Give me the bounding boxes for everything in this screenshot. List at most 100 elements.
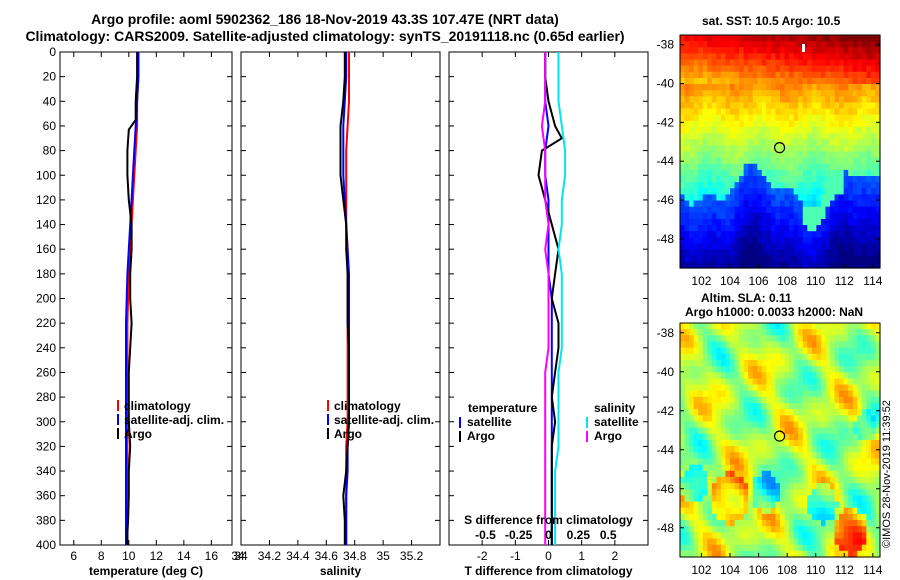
- sst-map-cell: [789, 249, 795, 257]
- sla-map-cell: [820, 421, 827, 429]
- sst-map-cell: [802, 133, 808, 140]
- sla-map-cell: [725, 452, 731, 460]
- sla-map-cell: [784, 452, 790, 460]
- sla-map-cell: [775, 464, 781, 472]
- sla-map-cell: [684, 446, 690, 453]
- sst-map-cell: [861, 200, 867, 208]
- sst-map-cell: [680, 145, 686, 153]
- sla-map-cell: [861, 513, 867, 521]
- sla-map-cell: [811, 550, 817, 558]
- sst-map-cell: [680, 231, 686, 238]
- sla-map-cell: [720, 359, 727, 367]
- sla-map-cell: [848, 495, 854, 503]
- sst-map-cell: [684, 237, 690, 245]
- sla-map-cell: [789, 464, 795, 472]
- sla-map-cell: [734, 353, 740, 361]
- sla-map-cell: [680, 421, 686, 429]
- sst-map-cell: [775, 212, 781, 220]
- sla-map-cell: [702, 384, 708, 392]
- difference-legend-label: Argo: [467, 429, 495, 443]
- sst-map-cell: [711, 53, 717, 61]
- sla-map-cell: [870, 341, 877, 349]
- sla-map-cell: [802, 335, 808, 343]
- sst-map-cell: [784, 71, 790, 79]
- sst-map-cell: [761, 71, 767, 79]
- sst-map-cell: [839, 194, 845, 202]
- sst-map-cell: [866, 261, 872, 269]
- sst-map-cell: [802, 225, 808, 232]
- sst-map-cell: [875, 218, 881, 226]
- sst-map-cell: [680, 114, 686, 122]
- sla-map-cell: [684, 440, 690, 447]
- sst-map-cell: [739, 188, 745, 196]
- sst-map-cell: [798, 77, 804, 85]
- sst-map-cell: [870, 139, 877, 146]
- sst-map-cell: [839, 96, 845, 104]
- sla-map-cell: [720, 329, 727, 336]
- sla-map-cell: [875, 427, 881, 435]
- sst-map-cell: [716, 255, 722, 263]
- sst-map-cell: [848, 176, 854, 183]
- sla-map-cell: [720, 446, 727, 453]
- sla-map-cell: [816, 415, 822, 423]
- sla-map-cell: [807, 464, 813, 472]
- sst-map-cell: [720, 41, 727, 48]
- sla-map-cell: [834, 366, 840, 373]
- sst-map-cell: [730, 255, 736, 263]
- sst-map-cell: [798, 41, 804, 48]
- sst-map-cell: [770, 163, 777, 171]
- sla-map-cell: [875, 335, 881, 343]
- sst-map-cell: [784, 188, 790, 196]
- sla-map-cell: [684, 427, 690, 435]
- sla-map-cell: [834, 464, 840, 472]
- sla-map-cell: [784, 421, 790, 429]
- sla-map-cell: [784, 483, 790, 490]
- sst-map-cell: [716, 218, 722, 226]
- sst-map-cell: [870, 102, 877, 110]
- sst-map-cell: [702, 114, 708, 122]
- sla-map-cell: [739, 421, 745, 429]
- sst-map-cell: [852, 261, 858, 269]
- sst-map-cell: [680, 120, 686, 128]
- sla-map-cell: [789, 489, 795, 497]
- sla-map-cell: [789, 470, 795, 478]
- sst-map-cell: [770, 145, 777, 153]
- sla-map-cell: [752, 335, 758, 343]
- sst-map-cell: [770, 96, 777, 104]
- sla-map-cell: [739, 476, 745, 484]
- temperature-series-climatology: [126, 52, 140, 545]
- sla-map-cell: [698, 403, 704, 410]
- sla-map-cell: [820, 384, 827, 392]
- sla-map-cell: [870, 384, 877, 392]
- sst-map-cell: [816, 243, 822, 251]
- sla-map-cell: [748, 526, 754, 533]
- sla-map-cell: [775, 440, 781, 447]
- sst-map-cell: [816, 157, 822, 165]
- sla-map-cell: [870, 507, 877, 515]
- sla-map-cell: [757, 550, 763, 558]
- sst-map-cell: [766, 108, 772, 116]
- sst-map-cell: [839, 47, 845, 54]
- sla-map-cell: [766, 446, 772, 453]
- sla-map-cell: [807, 396, 813, 404]
- sla-map-cell: [852, 409, 858, 416]
- sst-map-cell: [743, 249, 749, 257]
- sst-map-cell: [780, 176, 786, 183]
- sst-map-cell: [720, 84, 727, 91]
- sst-map-cell: [852, 249, 858, 257]
- sst-map-cell: [857, 182, 863, 189]
- sst-map-cell: [693, 151, 699, 159]
- sla-map-cell: [843, 544, 849, 552]
- sla-map-cell: [843, 359, 849, 367]
- sst-map-cell: [720, 176, 727, 183]
- sla-map-cell: [866, 421, 872, 429]
- sla-map-cell: [848, 396, 854, 404]
- sla-map-cell: [830, 476, 836, 484]
- sla-map-cell: [820, 359, 827, 367]
- sst-map-cell: [784, 84, 790, 91]
- sla-map-cell: [807, 550, 813, 558]
- sla-map-cell: [739, 353, 745, 361]
- sla-map-cell: [689, 520, 695, 527]
- sla-map-cell: [716, 495, 722, 503]
- sla-map-cell: [802, 378, 808, 386]
